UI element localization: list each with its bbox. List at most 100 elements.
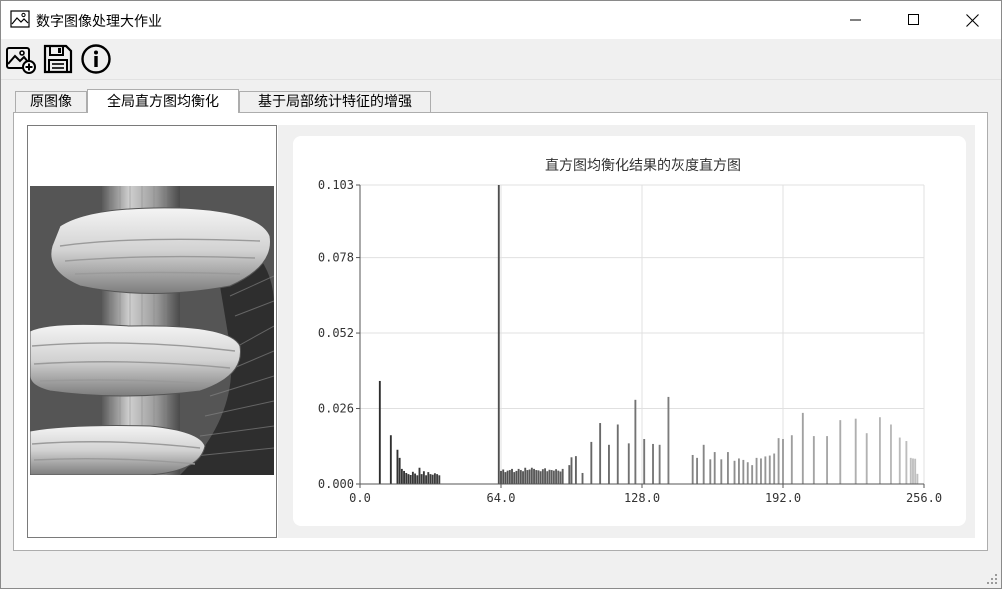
- histogram-bar: [914, 458, 917, 484]
- histogram-bar: [433, 473, 436, 484]
- tab-original-image[interactable]: 原图像: [15, 91, 87, 113]
- histogram-bar: [407, 474, 410, 484]
- histogram-bar: [709, 459, 712, 484]
- histogram-bar: [552, 470, 555, 484]
- chart-bars: [378, 185, 919, 484]
- app-image-icon: [10, 10, 30, 28]
- histogram-bar: [526, 470, 529, 484]
- histogram-bar: [550, 470, 553, 484]
- histogram-bar: [425, 475, 428, 484]
- y-tick-labels: 0.000 0.026 0.052 0.078 0.103: [318, 178, 354, 491]
- histogram-bar: [746, 462, 749, 484]
- x-tick-label: 256.0: [906, 491, 942, 505]
- histogram-bar: [535, 470, 538, 484]
- histogram-bar: [801, 412, 804, 484]
- histogram-bar: [773, 453, 776, 484]
- tab-panel: 直方图均衡化结果的灰度直方图 0.000 0.026 0.052 0.078 0.103…: [13, 112, 988, 551]
- histogram-bar: [555, 469, 558, 484]
- histogram-bar: [533, 468, 535, 484]
- histogram-bar: [599, 423, 602, 484]
- histogram-bar: [414, 473, 417, 484]
- histogram-bar: [511, 468, 513, 484]
- histogram-bar: [378, 380, 381, 484]
- histogram-bar: [713, 452, 716, 484]
- open-image-button[interactable]: [4, 42, 38, 76]
- histogram-bar: [826, 436, 828, 484]
- histogram-bar: [590, 441, 593, 484]
- about-button[interactable]: [79, 42, 113, 76]
- equalized-image: [30, 186, 274, 475]
- histogram-bar: [726, 452, 729, 484]
- histogram-bar: [546, 471, 549, 484]
- histogram-bar: [530, 467, 533, 484]
- histogram-bar: [667, 396, 670, 484]
- histogram-bar: [522, 471, 524, 484]
- maximize-button[interactable]: [885, 1, 943, 39]
- histogram-bar: [429, 474, 432, 484]
- histogram-bar: [400, 468, 403, 484]
- histogram-bar: [627, 443, 630, 484]
- close-icon: [965, 13, 979, 27]
- histogram-bar: [608, 444, 610, 484]
- y-tick-label: 0.000: [318, 477, 354, 491]
- histogram-bar: [502, 469, 505, 484]
- tab-local-stat-enhancement[interactable]: 基于局部统计特征的增强: [239, 91, 431, 113]
- histogram-bar: [658, 444, 661, 484]
- x-tick-label: 192.0: [765, 491, 801, 505]
- histogram-bar: [497, 185, 500, 484]
- histogram-bar: [568, 465, 571, 484]
- histogram-bar: [782, 439, 784, 484]
- histogram-bar: [559, 471, 562, 484]
- histogram-bar: [751, 465, 754, 484]
- image-view: [27, 125, 277, 538]
- minimize-button[interactable]: [827, 1, 885, 39]
- histogram-bar: [548, 469, 551, 484]
- histogram-bar: [854, 418, 857, 484]
- histogram-bar: [420, 474, 423, 484]
- histogram-bar: [760, 458, 762, 484]
- histogram-bar: [508, 470, 511, 484]
- histogram-bar: [557, 470, 560, 484]
- histogram-bar: [515, 470, 518, 484]
- histogram-bar: [405, 472, 408, 484]
- histogram-bar: [691, 454, 694, 484]
- histogram-bar: [738, 458, 740, 484]
- histogram-bar: [396, 449, 399, 484]
- image-add-icon: [6, 47, 36, 74]
- histogram-bar: [416, 475, 419, 484]
- y-tick-label: 0.103: [318, 178, 354, 192]
- x-tick-label: 128.0: [624, 491, 660, 505]
- histogram-bar: [916, 473, 919, 484]
- y-tick-label: 0.052: [318, 326, 354, 340]
- histogram-bar: [539, 471, 542, 484]
- x-tick-labels: 0.0 64.0 128.0 192.0 256.0: [349, 491, 942, 505]
- histogram-bar: [403, 470, 405, 484]
- histogram-bar: [528, 469, 531, 484]
- histogram-bar: [905, 441, 908, 484]
- histogram-bar: [506, 470, 509, 484]
- tab-label: 全局直方图均衡化: [107, 94, 219, 110]
- y-tick-label: 0.078: [318, 251, 354, 265]
- histogram-bar: [418, 467, 421, 484]
- x-tick-label: 0.0: [349, 491, 371, 505]
- histogram-bar: [504, 472, 507, 484]
- close-button[interactable]: [943, 1, 1001, 39]
- histogram-bar: [389, 435, 392, 484]
- histogram-bar: [702, 444, 705, 484]
- histogram-bar: [500, 470, 502, 484]
- histogram-bar: [427, 472, 430, 484]
- histogram-bar: [898, 437, 901, 484]
- histogram-bar: [865, 433, 868, 484]
- histogram-bar: [733, 460, 736, 484]
- save-button[interactable]: [41, 42, 75, 76]
- resize-grip-icon[interactable]: [986, 573, 998, 585]
- tab-global-hist-equalization[interactable]: 全局直方图均衡化: [87, 89, 239, 113]
- window-title: 数字图像处理大作业: [36, 14, 162, 30]
- histogram-bar: [768, 455, 771, 484]
- histogram-bar: [438, 475, 441, 484]
- title-bar[interactable]: 数字图像处理大作业: [1, 1, 1001, 39]
- histogram-bar: [764, 456, 767, 484]
- histogram-bar: [431, 474, 434, 484]
- histogram-bar: [912, 458, 914, 484]
- histogram-bar: [541, 469, 544, 484]
